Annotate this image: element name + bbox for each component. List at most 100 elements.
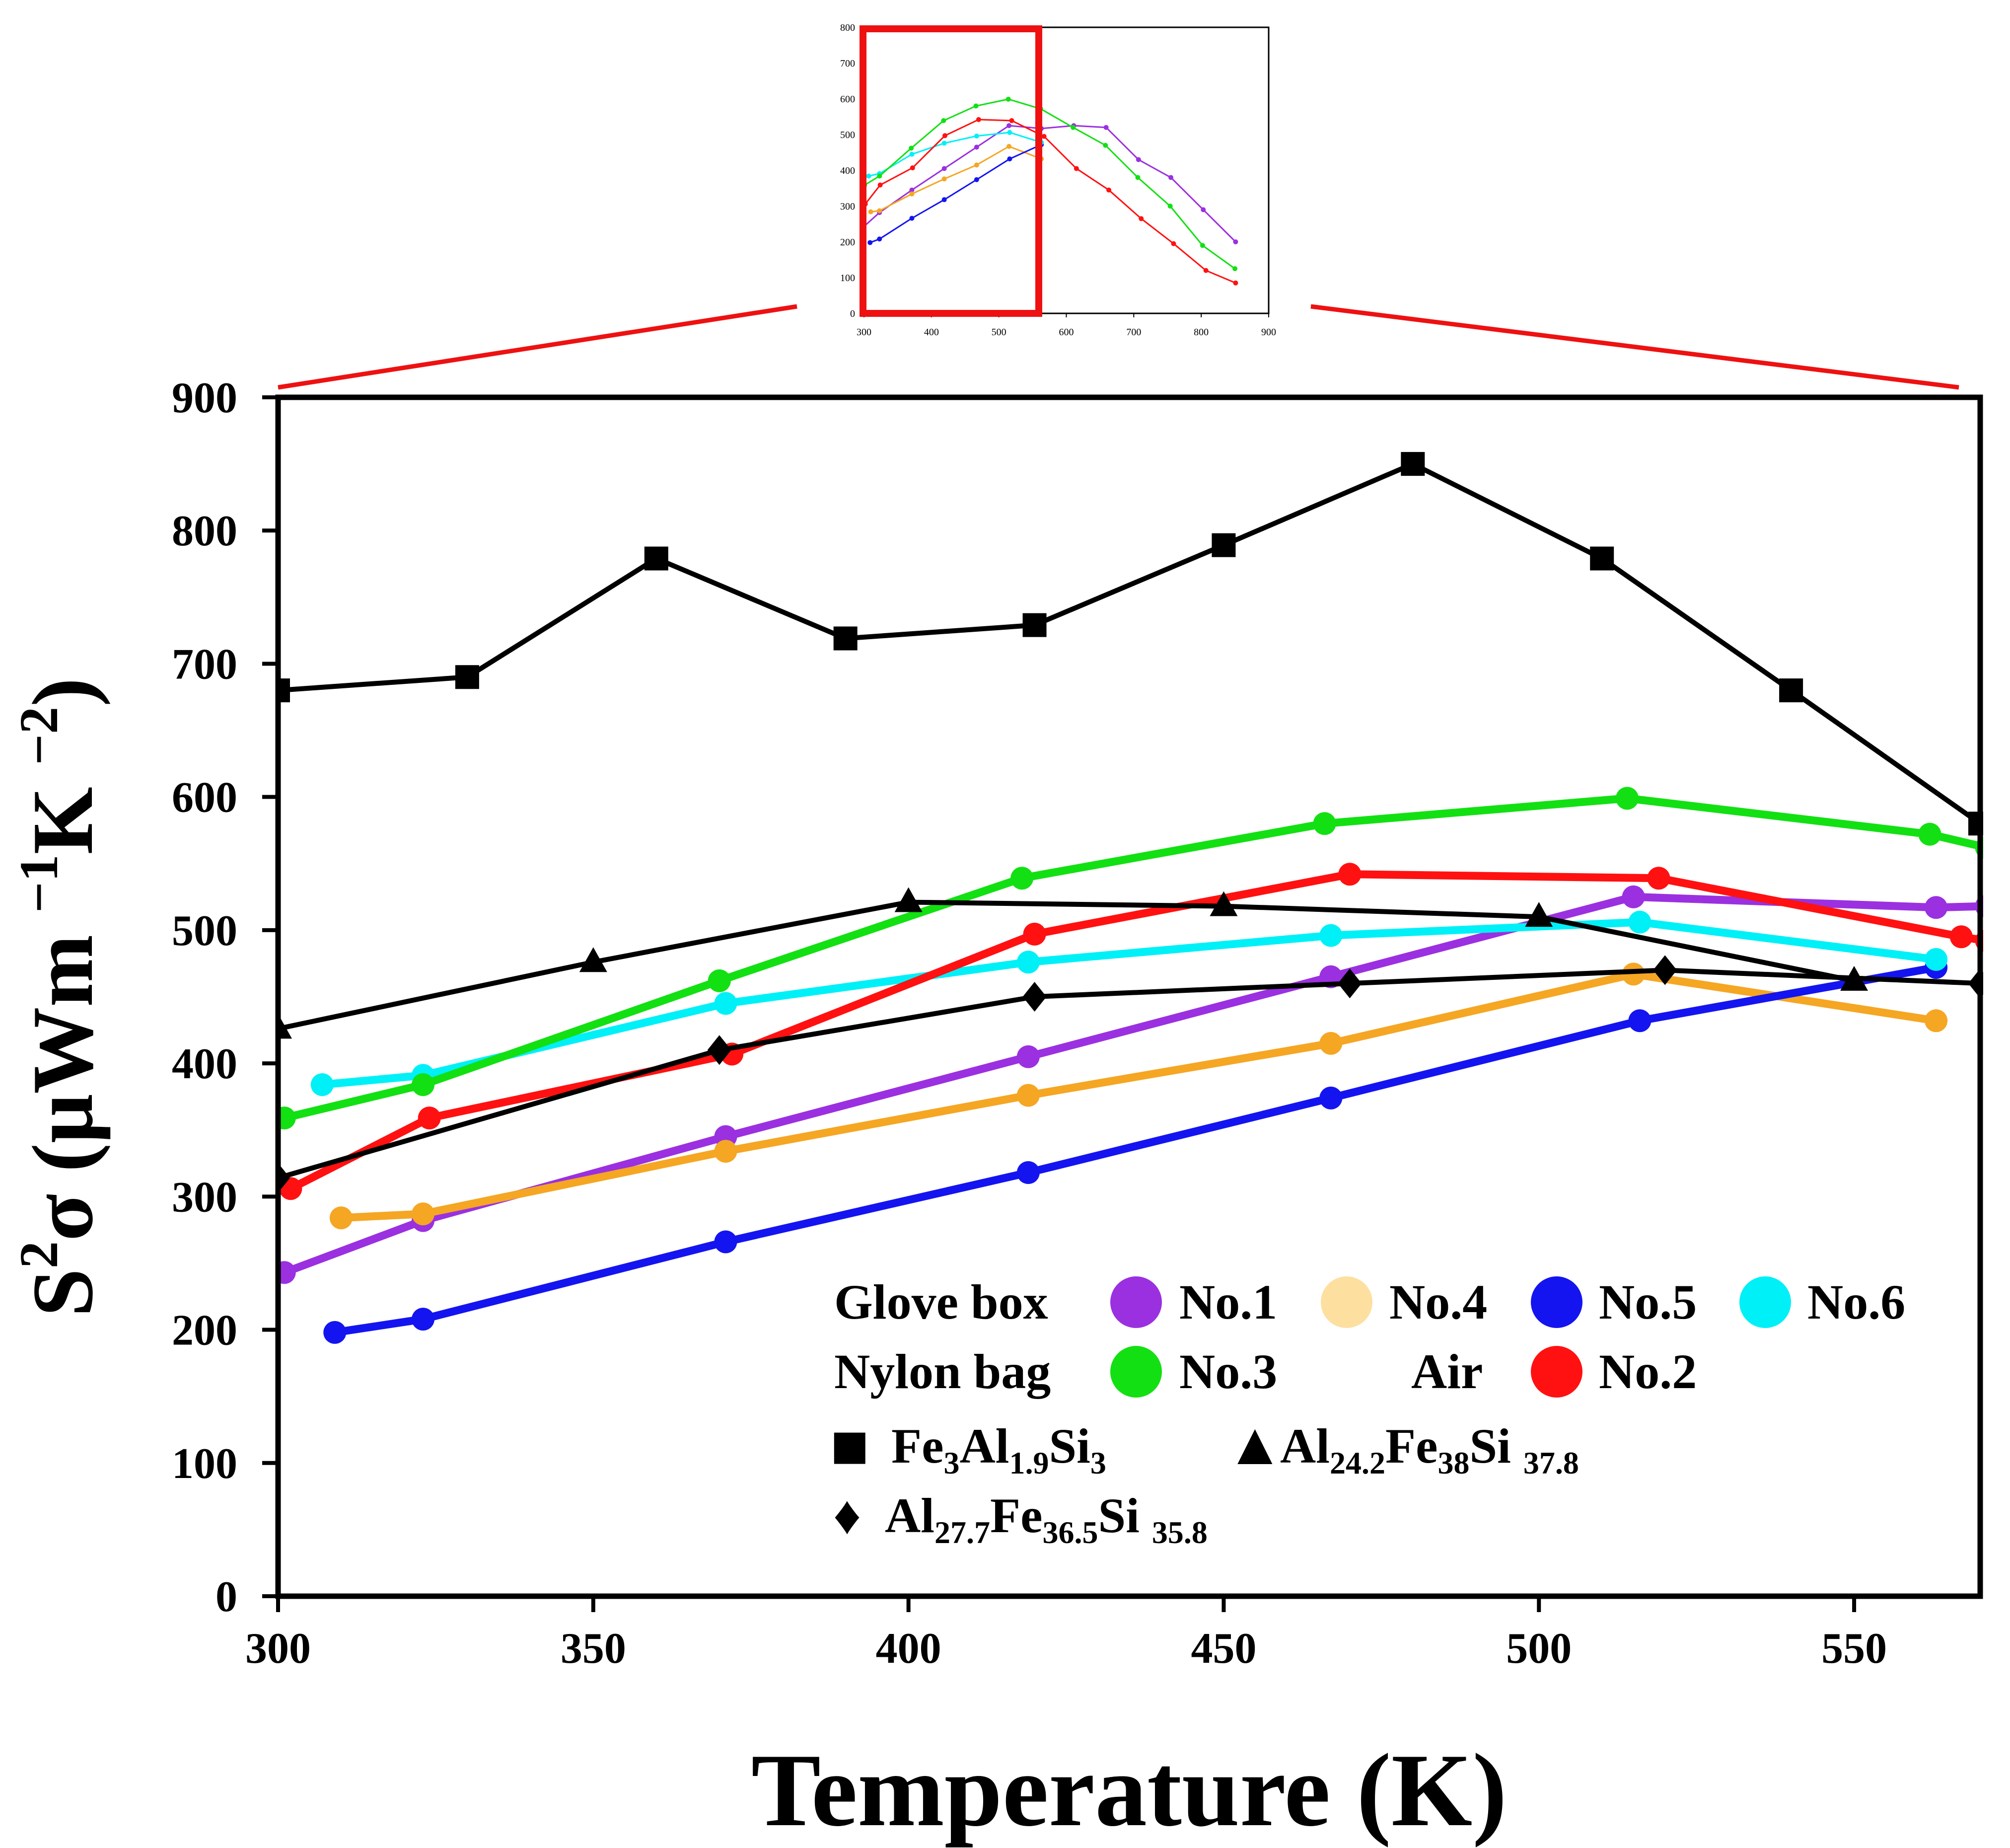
inset-point-no4 [909, 191, 915, 197]
inset-point-no2 [910, 165, 915, 170]
inset-point-no2 [1233, 280, 1238, 286]
inset-point-no3 [1167, 204, 1173, 209]
y-tick-label: 700 [172, 640, 237, 688]
x-tick-label: 300 [245, 1625, 311, 1673]
data-point-no2 [1647, 867, 1670, 890]
data-point-fe3al19si3 [1212, 533, 1236, 557]
legend-group-air: Air [1411, 1344, 1483, 1399]
inset-point-no1 [1201, 207, 1206, 213]
data-point-no3 [412, 1073, 435, 1097]
inset-y-tick-label: 0 [850, 308, 855, 319]
data-point-al242fe38si378 [1525, 902, 1553, 927]
series-line-al277fe365si358 [278, 967, 1981, 1181]
data-point-al277fe365si358 [1653, 955, 1677, 985]
data-point-no5 [1319, 1086, 1343, 1109]
zoom-connector-left [278, 304, 797, 390]
data-point-fe3al19si3 [1779, 678, 1803, 703]
inset-x-tick-label: 700 [1126, 327, 1141, 338]
legend-label-fe3al19si3: Fe3Al1.9Si3 [891, 1418, 1106, 1480]
inset-y-tick-label: 300 [840, 201, 855, 212]
data-point-no5 [1628, 1009, 1651, 1033]
inset-series-no4 [868, 144, 1044, 215]
inset-line-no5 [869, 144, 1042, 243]
inset-point-no6 [941, 141, 947, 146]
inset-point-no3 [1103, 143, 1108, 148]
inset-point-no5 [877, 236, 882, 242]
data-point-no6 [1925, 948, 1948, 971]
inset-point-no3 [973, 103, 979, 109]
series-line-fe3al19si3 [278, 461, 1982, 826]
series-al242fe38si378 [278, 887, 1868, 1039]
plot-frame [275, 394, 1983, 1599]
x-axis-title: Temperature (K) [751, 1733, 1507, 1848]
data-point-no6 [1016, 951, 1040, 974]
legend-label-no5: No.5 [1599, 1274, 1697, 1330]
data-point-al242fe38si378 [1210, 891, 1238, 916]
data-point-al277fe365si358 [278, 1163, 290, 1193]
data-point-fe3al19si3 [1022, 613, 1047, 637]
data-point-fe3al19si3 [833, 626, 858, 651]
inset-point-no1 [1136, 157, 1141, 162]
data-point-no6 [714, 992, 737, 1015]
data-point-no6 [1319, 924, 1343, 947]
inset-point-no2 [1139, 216, 1144, 222]
inset-ticks: 300 400 500 600 700 800 900 0 100 200 300 400 500 600… [840, 22, 1276, 338]
inset-point-no3 [909, 146, 914, 151]
inset-point-no6 [974, 133, 979, 139]
inset-point-no2 [942, 133, 947, 139]
main-ticks: 300 350 400 450 500 550 0 100 200 300 400 500 600 700… [172, 374, 1887, 1673]
inset-point-no1 [974, 145, 979, 150]
x-tick-label: 400 [876, 1625, 941, 1673]
data-point-al242fe38si378 [894, 887, 923, 912]
data-point-fe3al19si3 [1401, 452, 1425, 476]
data-point-no4 [1622, 962, 1645, 986]
inset-y-tick-label: 600 [840, 94, 855, 105]
inset-point-no4 [941, 176, 947, 182]
data-point-no4 [329, 1206, 353, 1230]
data-point-no3 [1616, 787, 1639, 810]
x-tick-label: 500 [1506, 1625, 1572, 1673]
legend-marker-no1 [1110, 1276, 1162, 1328]
y-tick-label: 0 [215, 1573, 237, 1621]
legend-label-al242fe38si378: Al24.2Fe38Si 37.8 [1280, 1418, 1579, 1480]
inset-point-no2 [1171, 241, 1176, 246]
inset-y-tick-label: 800 [840, 22, 855, 33]
data-point-no4 [1016, 1084, 1040, 1107]
data-point-fe3al19si3 [644, 546, 668, 571]
y-tick-label: 200 [172, 1307, 237, 1355]
inset-point-no1 [1006, 123, 1012, 128]
inset-point-no4 [1006, 144, 1012, 149]
data-point-no1 [278, 1261, 296, 1284]
inset-point-no4 [877, 208, 882, 214]
series-no3 [278, 787, 1983, 1130]
legend-marker-no5 [1531, 1276, 1582, 1328]
data-point-no3 [1918, 822, 1941, 846]
inset-point-no2 [1009, 118, 1014, 123]
y-tick-label: 400 [172, 1040, 237, 1088]
data-point-no5 [714, 1230, 737, 1254]
data-point-fe3al19si3 [455, 665, 479, 689]
inset-point-no1 [1168, 175, 1174, 180]
legend-label-no4: No.4 [1389, 1274, 1487, 1330]
inset-point-no3 [1232, 266, 1238, 271]
inset-line-no6 [868, 132, 1042, 177]
data-point-fe3al19si3 [1590, 546, 1614, 571]
x-tick-label: 350 [561, 1625, 626, 1673]
data-point-no6 [310, 1073, 334, 1097]
inset-x-tick-label: 600 [1059, 327, 1074, 338]
data-point-al277fe365si358 [707, 1035, 731, 1065]
inset-point-no3 [941, 118, 946, 123]
legend-label-no6: No.6 [1807, 1274, 1905, 1330]
series-no4 [329, 962, 1948, 1230]
inset-chart: 300 400 500 600 700 800 900 0 100 200 300 400 500 600… [840, 22, 1276, 338]
data-point-no4 [412, 1202, 435, 1226]
inset-point-no2 [976, 117, 981, 122]
inset-series [861, 96, 1238, 286]
legend-marker-triangle: ▲ [1225, 1411, 1285, 1477]
inset-point-no2 [1074, 166, 1079, 171]
data-point-al277fe365si358 [1338, 968, 1362, 999]
series-line-al242fe38si378 [278, 899, 1855, 1032]
inset-series-no5 [867, 142, 1044, 245]
inset-point-no3 [1200, 243, 1205, 248]
data-point-no5 [1016, 1161, 1040, 1184]
